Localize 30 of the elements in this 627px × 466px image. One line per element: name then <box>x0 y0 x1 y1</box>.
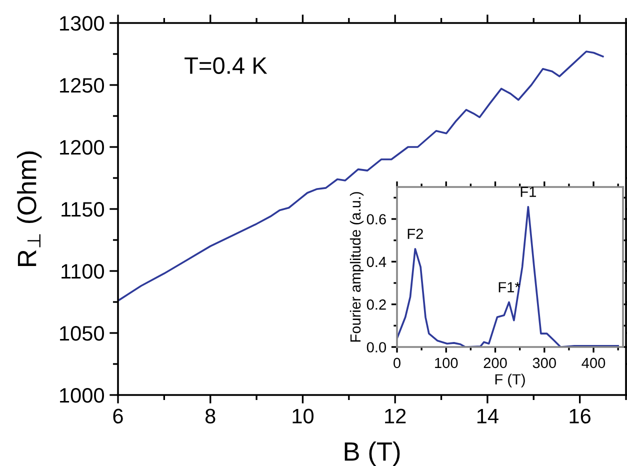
line-series <box>397 206 619 347</box>
x-tick-label: 100 <box>435 358 458 368</box>
y-tick-label: 0.2 <box>366 299 386 310</box>
x-tick-label: 14 <box>477 408 498 424</box>
x-axis-title: B (T) <box>344 442 400 466</box>
annotation: T=0.4 K <box>184 57 268 74</box>
x-axis-title: F (T) <box>495 374 525 388</box>
annotation: F2 <box>408 228 423 239</box>
y-axis-title: R$_{⊥}$ (Ohm) <box>16 152 42 266</box>
x-tick-label: 12 <box>385 408 406 424</box>
x-tick-label: 0 <box>394 358 400 368</box>
x-tick-label: 8 <box>205 408 216 424</box>
x-tick-label: 200 <box>484 358 507 368</box>
y-axis-title: Fourier amplitude (a.u.) <box>350 192 364 342</box>
x-tick-label: 400 <box>582 358 606 368</box>
y-tick-label: 1100 <box>62 264 104 279</box>
x-tick-label: 6 <box>113 408 123 424</box>
y-tick-label: 1000 <box>60 388 104 403</box>
x-tick-label: 16 <box>570 408 590 424</box>
y-tick-label: 1250 <box>60 78 104 93</box>
y-tick-label: 1150 <box>62 202 104 217</box>
y-tick-label: 0.0 <box>366 342 386 352</box>
x-tick-label: 10 <box>292 408 314 424</box>
y-tick-label: 0.6 <box>366 214 386 224</box>
y-tick-label: 1300 <box>60 16 104 31</box>
x-tick-label: 300 <box>532 358 556 368</box>
y-tick-label: 1050 <box>60 326 104 341</box>
annotation: F1 <box>520 186 536 197</box>
y-tick-label: 0.4 <box>366 256 386 268</box>
y-tick-label: 1200 <box>60 140 104 155</box>
